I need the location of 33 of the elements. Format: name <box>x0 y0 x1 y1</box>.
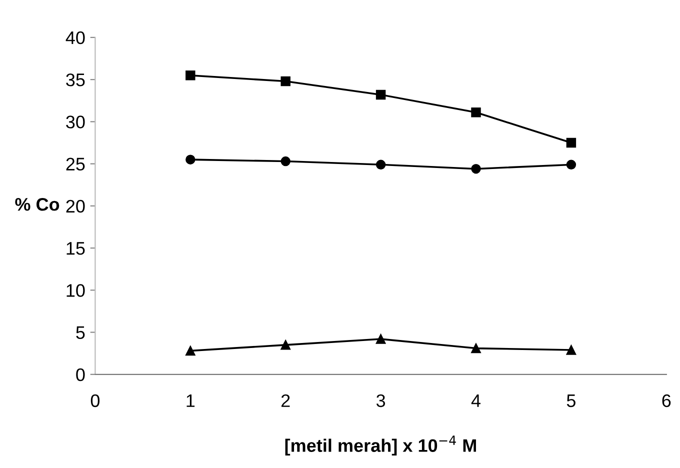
point <box>471 343 481 354</box>
point <box>280 76 290 86</box>
y-tick-label: 30 <box>66 116 85 128</box>
point <box>566 345 576 355</box>
x-tick-label: 0 <box>90 394 100 408</box>
x-tick-label: 2 <box>281 394 290 407</box>
point <box>376 90 386 100</box>
x-tick-label: 3 <box>376 394 386 408</box>
y-tick-label: 20 <box>66 200 85 213</box>
y-tick-label: 35 <box>66 73 85 86</box>
point <box>280 340 290 350</box>
point <box>376 334 386 344</box>
x-axis-title: [metil merah] x 10$^{−4}$ M <box>285 436 476 456</box>
point <box>280 156 290 166</box>
x-tick-label: 5 <box>566 394 576 408</box>
x-tick-label: 4 <box>471 394 480 407</box>
point <box>471 108 481 118</box>
x-tick-label: 1 <box>186 394 195 407</box>
x-tick-label: 6 <box>662 394 671 408</box>
point <box>186 346 196 356</box>
y-tick-label: 10 <box>66 284 85 297</box>
y-tick-label: 15 <box>66 242 85 255</box>
point <box>566 160 576 170</box>
y-tick-label: 40 <box>66 31 85 44</box>
y-tick-label: 5 <box>76 326 85 339</box>
y-axis-title: % Co <box>15 198 60 211</box>
point <box>376 160 386 170</box>
point <box>566 138 576 148</box>
y-tick-label: 25 <box>66 158 85 171</box>
point <box>471 164 481 174</box>
point <box>186 70 196 80</box>
y-tick-label: 0 <box>76 368 85 382</box>
point <box>186 154 196 164</box>
